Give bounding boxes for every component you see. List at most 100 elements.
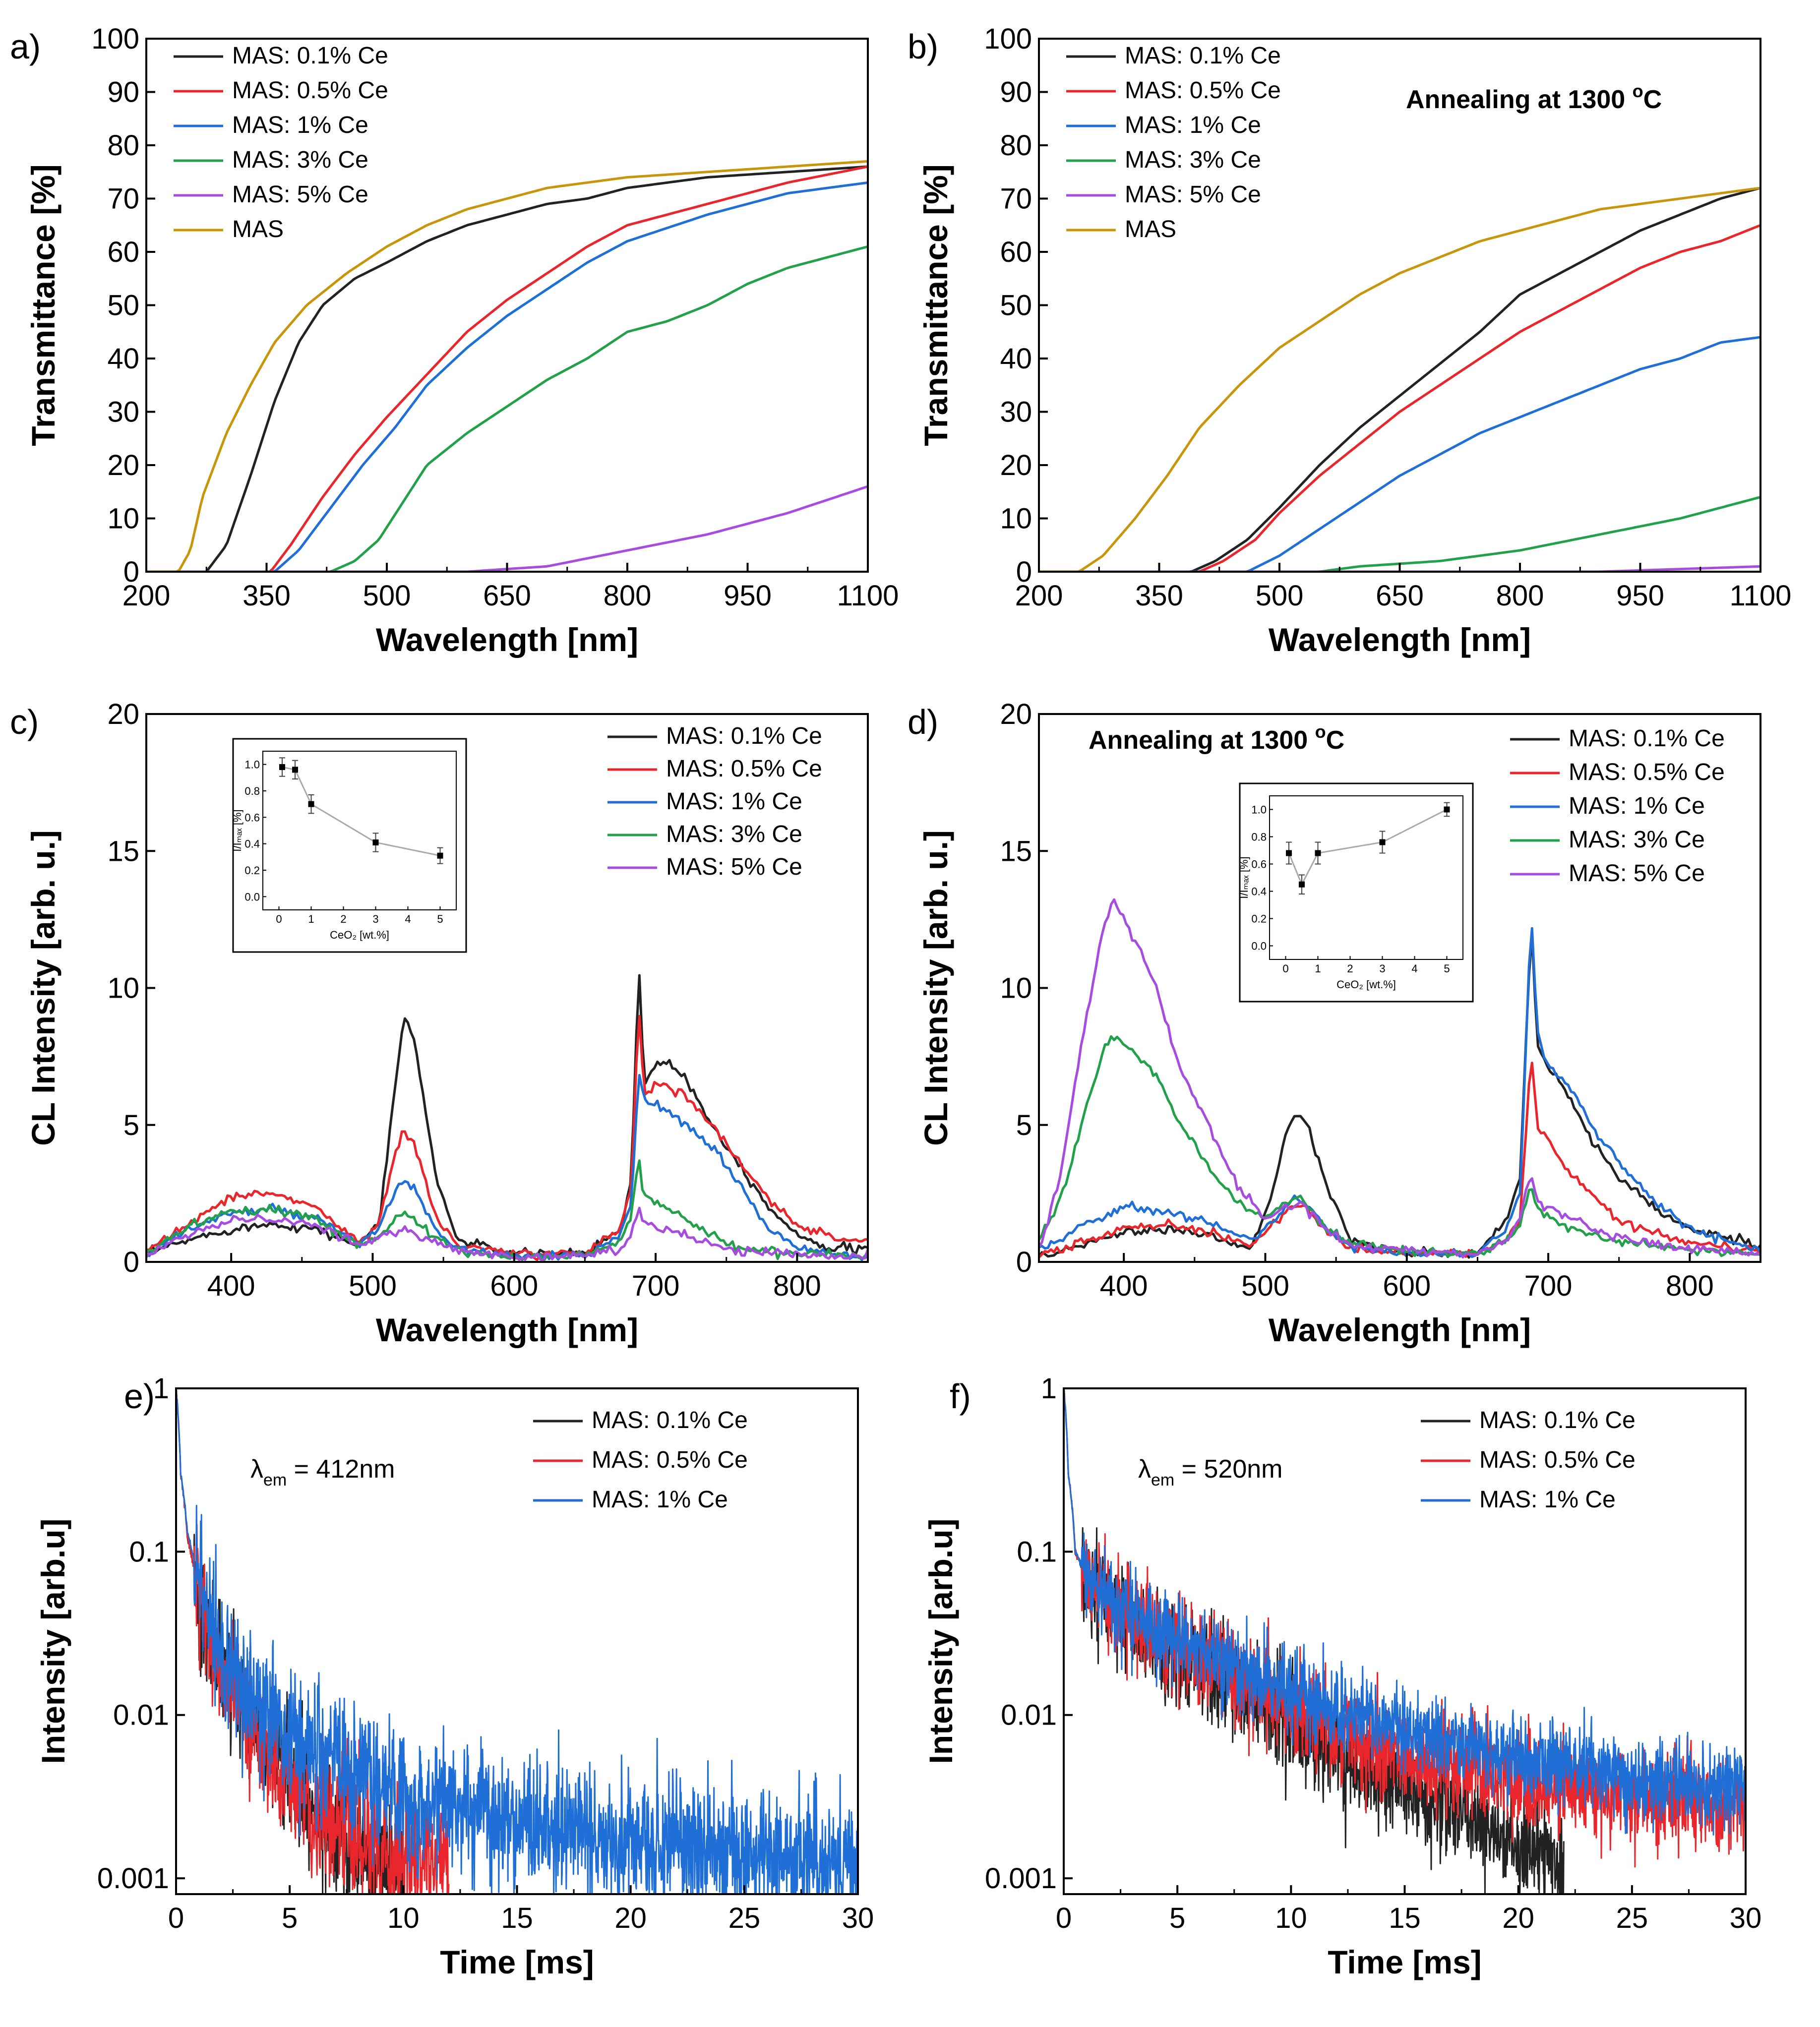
inset-frame xyxy=(232,738,467,953)
x-tick-label: 950 xyxy=(724,580,772,612)
legend-item: MAS: 0.5% Ce xyxy=(607,756,822,782)
series-line-Ce_1 xyxy=(1064,1388,1746,1836)
inset-plot-frame xyxy=(1269,795,1463,960)
x-tick-label: 950 xyxy=(1616,580,1664,612)
series-line-Ce_0_5 xyxy=(1039,1062,1760,1258)
y-tick-label: 10 xyxy=(107,503,139,535)
inset-y-tick-label: 0.0 xyxy=(244,891,260,903)
legend-item: MAS: 0.1% Ce xyxy=(1510,725,1725,752)
inset-data-point xyxy=(279,764,285,770)
legend: MAS: 0.1% Ce MAS: 0.5% Ce MAS: 1% Ce xyxy=(1421,1407,1636,1513)
legend-label: MAS xyxy=(1125,216,1176,242)
inset-x-tick-label: 4 xyxy=(1411,962,1417,975)
y-tick-label: 20 xyxy=(1000,449,1032,481)
y-tick-label: 10 xyxy=(107,972,139,1005)
legend-label: MAS: 0.1% Ce xyxy=(1479,1407,1636,1433)
legend-label: MAS: 1% Ce xyxy=(232,112,368,138)
series-line-Ce_1 xyxy=(176,1388,858,1894)
series-line-Ce_5 xyxy=(146,485,868,572)
emission-wavelength-label: λem = 412nm xyxy=(250,1455,395,1490)
inset-x-tick-label: 4 xyxy=(405,913,411,925)
legend-item: MAS xyxy=(1066,216,1176,242)
legend-item: MAS: 3% Ce xyxy=(174,147,368,173)
inset-x-tick-label: 5 xyxy=(437,913,443,925)
legend-item: MAS: 0.5% Ce xyxy=(174,77,388,104)
x-tick-label: 800 xyxy=(1666,1270,1714,1302)
x-tick-label: 1100 xyxy=(1730,580,1792,612)
legend-label: MAS: 0.5% Ce xyxy=(666,756,822,782)
panel-e: 0 5 10 15 20 25 30 0.001 0.01 0.1 1 Time [ms] Intens… xyxy=(35,1372,874,1980)
inset-y-tick-label: 0.2 xyxy=(244,864,260,877)
inset-data-point xyxy=(1299,881,1305,888)
x-tick-label: 5 xyxy=(1169,1902,1185,1934)
x-tick-label: 0 xyxy=(168,1902,184,1934)
legend-label: MAS: 5% Ce xyxy=(666,854,802,880)
legend-item: MAS: 0.5% Ce xyxy=(533,1447,748,1473)
y-tick-label: 40 xyxy=(107,343,139,375)
y-tick-label: 10 xyxy=(1000,972,1032,1005)
inset-data-point xyxy=(1286,850,1292,856)
y-tick-label: 90 xyxy=(1000,76,1032,109)
inset-fit-curve xyxy=(1288,809,1448,886)
inset-x-tick-label: 3 xyxy=(1379,962,1385,975)
series-line-Ce_3 xyxy=(1039,496,1760,572)
y-tick-label: 0.1 xyxy=(129,1536,169,1568)
x-tick-label: 400 xyxy=(1100,1270,1148,1302)
panel-label: e) xyxy=(124,1377,155,1416)
x-tick-label: 15 xyxy=(501,1902,533,1934)
y-tick-label: 20 xyxy=(1000,698,1032,730)
x-tick-label: 25 xyxy=(1616,1902,1648,1934)
series-group xyxy=(1039,186,1760,572)
y-tick-label: 100 xyxy=(984,23,1032,55)
legend-item: MAS: 3% Ce xyxy=(1066,147,1261,173)
series-line-Ce_0_1 xyxy=(146,165,868,572)
series-line-Ce_3 xyxy=(146,1159,868,1262)
legend: MAS: 0.1% Ce MAS: 0.5% Ce MAS: 1% Ce MAS: 3… xyxy=(174,43,388,242)
y-tick-label: 0.001 xyxy=(97,1862,169,1895)
x-tick-label: 650 xyxy=(483,580,531,612)
x-tick-label: 5 xyxy=(282,1902,298,1934)
y-tick-label: 0.01 xyxy=(1001,1699,1057,1731)
inset-y-tick-label: 0.6 xyxy=(1251,858,1267,871)
legend-item: MAS: 1% Ce xyxy=(607,788,802,815)
legend-label: MAS: 0.1% Ce xyxy=(232,43,388,69)
y-tick-label: 20 xyxy=(107,698,139,730)
x-tick-label: 0 xyxy=(1056,1902,1072,1934)
y-axis-title: Transmittance [%] xyxy=(25,164,61,446)
x-tick-label: 30 xyxy=(1730,1902,1762,1934)
x-axis-title: Wavelength [nm] xyxy=(1269,1312,1531,1348)
legend-item: MAS: 5% Ce xyxy=(1510,860,1705,887)
inset-x-tick-label: 0 xyxy=(1282,962,1288,975)
inset-x-tick-label: 1 xyxy=(1315,962,1321,975)
y-tick-label: 50 xyxy=(1000,290,1032,322)
x-tick-label: 600 xyxy=(490,1270,538,1302)
legend-label: MAS: 0.1% Ce xyxy=(1125,43,1281,69)
legend-label: MAS: 3% Ce xyxy=(666,821,802,847)
y-axis-title: Intensity [arb.u] xyxy=(35,1518,71,1764)
x-axis-title: Time [ms] xyxy=(1328,1944,1482,1980)
inset-data-point xyxy=(437,852,443,859)
x-tick-label: 500 xyxy=(363,580,411,612)
y-tick-label: 0 xyxy=(1016,556,1032,588)
x-tick-label: 200 xyxy=(1015,580,1063,612)
panel-a: 200 350 500 650 800 950 1100 0 10 20 30 40 50 60 70 80 9… xyxy=(10,23,899,658)
x-tick-label: 30 xyxy=(842,1902,874,1934)
legend-item: MAS: 5% Ce xyxy=(1066,181,1261,208)
y-tick-label: 5 xyxy=(123,1109,139,1141)
y-tick-label: 0 xyxy=(123,1246,139,1278)
inset-data-point xyxy=(1444,806,1450,813)
inset-x-tick-label: 2 xyxy=(1347,962,1353,975)
inset-y-tick-label: 1.0 xyxy=(1251,804,1267,816)
x-axis-title: Wavelength [nm] xyxy=(1269,621,1531,658)
legend-label: MAS: 5% Ce xyxy=(1569,860,1705,887)
inset-x-tick-label: 5 xyxy=(1444,962,1450,975)
legend-label: MAS: 0.5% Ce xyxy=(1569,759,1725,785)
series-line-MAS xyxy=(146,160,868,572)
x-tick-label: 700 xyxy=(1524,1270,1573,1302)
legend-label: MAS: 3% Ce xyxy=(1569,827,1705,853)
series-line-Ce_3 xyxy=(1039,1035,1760,1258)
legend-item: MAS: 1% Ce xyxy=(1066,112,1261,138)
x-tick-label: 25 xyxy=(728,1902,761,1934)
inset-y-title: I/Iₘₐₓ [%] xyxy=(1238,856,1250,898)
